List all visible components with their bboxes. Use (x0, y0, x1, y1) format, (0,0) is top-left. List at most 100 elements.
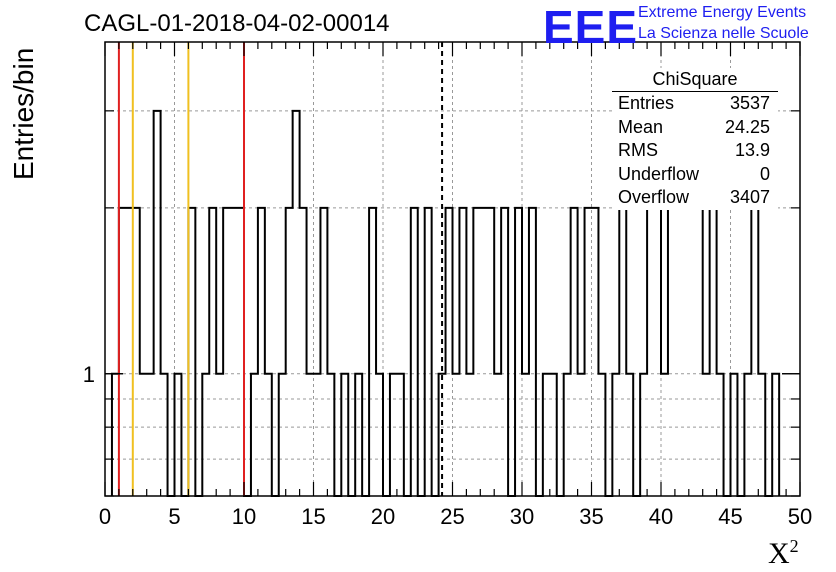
stats-row-overflow: Overflow 3407 (612, 186, 778, 210)
stats-label: Overflow (618, 187, 690, 207)
histogram-bin (668, 208, 675, 496)
histogram-bin (529, 208, 536, 496)
histogram-bin (592, 208, 599, 496)
histogram-bin (216, 374, 223, 496)
histogram-bin (598, 374, 605, 496)
histogram-bin (689, 208, 696, 496)
stats-label: Mean (618, 116, 664, 137)
stats-box: ChiSquare Entries 3537 Mean 24.25 RMS 13.9 … (612, 68, 778, 210)
x-axis-label: X2 (768, 536, 799, 571)
histogram-bin (202, 374, 209, 496)
x-tick-label: 15 (301, 504, 325, 529)
x-tick-label: 0 (99, 504, 111, 529)
chart-title: CAGL-01-2018-04-02-00014 (84, 10, 390, 37)
histogram-bin (717, 374, 724, 496)
histogram-bin (661, 374, 668, 496)
stats-label: Underflow (618, 163, 700, 184)
stats-value: 3537 (729, 93, 770, 113)
histogram-bin (626, 374, 633, 496)
histogram-bin (515, 208, 522, 496)
histogram-bin (501, 208, 508, 496)
histogram-bin (390, 374, 404, 496)
histogram-bin (112, 374, 119, 496)
x-tick-label: 30 (510, 504, 534, 529)
x-tick-label: 5 (168, 504, 180, 529)
histogram-bin (744, 374, 751, 496)
y-axis-label: Entries/bin (8, 47, 39, 180)
histogram-bin (209, 208, 216, 496)
histogram-bin (376, 374, 383, 496)
histogram-bin (369, 208, 376, 496)
histogram-bin (411, 208, 418, 496)
histogram-bin (487, 208, 494, 496)
histogram-bin (466, 374, 473, 496)
histogram-bin (647, 208, 654, 496)
histogram-bin (612, 374, 619, 496)
histogram-bin (772, 374, 779, 496)
stats-label: Entries (618, 93, 675, 113)
histogram-bin (327, 374, 334, 496)
stats-value: 3407 (729, 187, 770, 207)
histogram-bin (578, 374, 585, 496)
axis-ticks (104, 42, 801, 497)
histogram-bin (731, 374, 738, 496)
x-tick-label: 20 (371, 504, 395, 529)
logo-text-line1: Extreme Energy Events (638, 4, 807, 21)
histogram-bin (522, 374, 529, 496)
stats-row-entries: Entries 3537 (612, 92, 778, 116)
stats-row-underflow: Underflow 0 (612, 163, 778, 187)
histogram-bin (751, 208, 758, 496)
histogram-bin (453, 374, 460, 496)
histogram-bin (696, 208, 703, 496)
stats-value: 13.9 (734, 140, 770, 160)
stats-title: ChiSquare (612, 68, 778, 92)
histogram-bin (619, 208, 626, 496)
x-tick-label: 40 (649, 504, 673, 529)
x-tick-label: 10 (232, 504, 256, 529)
histogram-bin (119, 208, 140, 496)
histogram-bin (459, 208, 466, 496)
logo-text-line2: La Scienza nelle Scuole (638, 25, 809, 42)
histogram-bin (355, 374, 362, 496)
histogram-bin (446, 208, 453, 496)
x-axis-label-base: X (768, 537, 790, 570)
histogram-bin (564, 374, 571, 496)
histogram-bin (175, 374, 182, 496)
reference-lines (117, 42, 444, 496)
histogram-bin (703, 374, 710, 496)
x-tick-label: 25 (440, 504, 464, 529)
histogram-bin (258, 208, 265, 496)
y-tick-label: 1 (83, 362, 95, 387)
histogram-bin (161, 374, 168, 496)
histogram-bin (265, 374, 272, 496)
x-axis-label-superscript: 2 (789, 536, 799, 556)
x-tick-label: 45 (718, 504, 742, 529)
histogram-bin (320, 208, 327, 496)
stats-value: 24.25 (724, 116, 770, 137)
histogram-bin (154, 111, 161, 496)
histogram-bin (640, 374, 647, 496)
histogram-bin (140, 374, 154, 496)
histogram-bin (223, 208, 244, 496)
histogram-bin (188, 208, 195, 496)
histogram-bin (293, 111, 300, 496)
histogram-bin (710, 208, 717, 496)
histogram-bin (307, 374, 314, 496)
axis-tick-labels: 0 5 10 15 20 25 30 35 40 45 50 1 (83, 362, 812, 529)
histogram-bin (425, 208, 432, 496)
stats-value: 0 (759, 163, 770, 184)
histogram-bin (654, 208, 661, 496)
x-tick-label: 35 (579, 504, 603, 529)
histogram-bin (251, 374, 258, 496)
histogram-bin (300, 208, 307, 496)
eee-logo-mark: EEE (543, 1, 639, 53)
histogram-bin (341, 374, 348, 496)
x-tick-label: 50 (788, 504, 812, 529)
histogram-bin (585, 208, 592, 496)
stats-row-rms: RMS 13.9 (612, 139, 778, 163)
stats-row-mean: Mean 24.25 (612, 116, 778, 140)
stats-label: RMS (618, 140, 658, 160)
histogram-bin (286, 208, 293, 496)
histogram-bin (279, 374, 286, 496)
